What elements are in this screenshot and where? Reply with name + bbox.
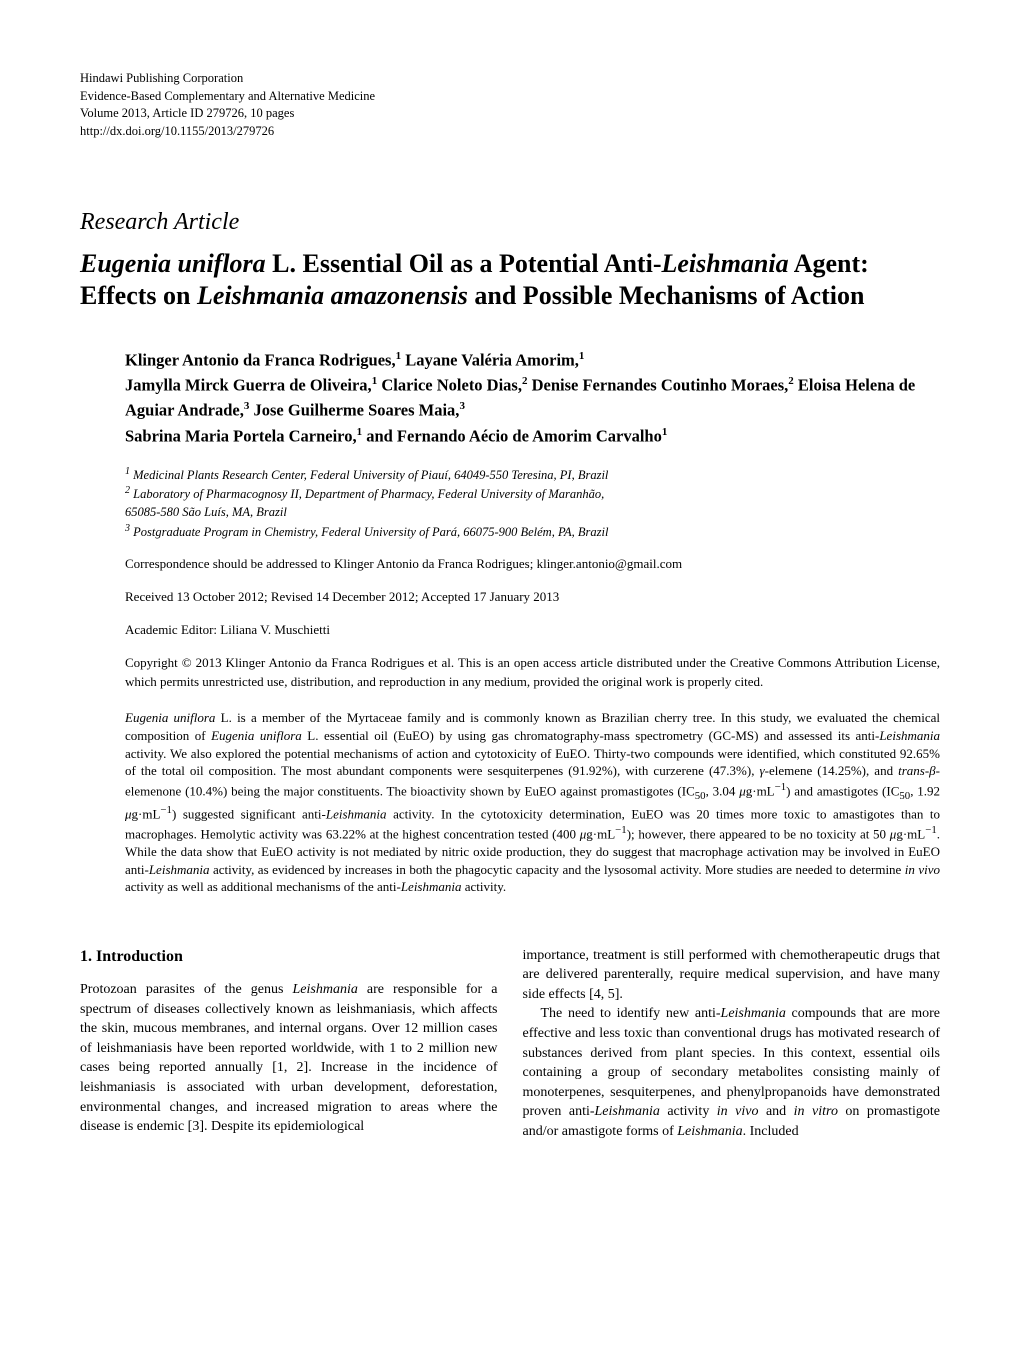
article-dates: Received 13 October 2012; Revised 14 Dec… bbox=[125, 588, 940, 607]
correspondence: Correspondence should be addressed to Kl… bbox=[125, 555, 940, 574]
abstract-text: , 1.92 bbox=[910, 783, 940, 798]
body-paragraph: Protozoan parasites of the genus Leishma… bbox=[80, 980, 498, 1137]
title-species1: Eugenia uniflora bbox=[80, 249, 266, 278]
title-species3: Leishmania amazonensis bbox=[197, 281, 468, 310]
right-column: importance, treatment is still performed… bbox=[523, 946, 941, 1142]
left-column: 1. Introduction Protozoan parasites of t… bbox=[80, 946, 498, 1142]
abstract-text: activity. bbox=[461, 879, 506, 894]
body-two-column: 1. Introduction Protozoan parasites of t… bbox=[80, 946, 940, 1142]
affil-text: Postgraduate Program in Chemistry, Feder… bbox=[130, 525, 608, 539]
body-text: Protozoan parasites of the genus bbox=[80, 982, 293, 997]
abstract-text: activity, as evidenced by increases in b… bbox=[210, 862, 905, 877]
abstract: Eugenia uniflora L. is a member of the M… bbox=[125, 709, 940, 895]
body-species: Leishmania bbox=[293, 982, 358, 997]
body-species: Leishmania bbox=[677, 1124, 742, 1139]
author-name: Jose Guilherme Soares Maia, bbox=[249, 401, 459, 420]
abstract-species: Leishmania bbox=[326, 807, 387, 822]
volume-info: Volume 2013, Article ID 279726, 10 pages bbox=[80, 105, 940, 123]
body-latin: in vitro bbox=[794, 1104, 838, 1119]
author-affil-sup: 1 bbox=[662, 426, 668, 438]
abstract-species: Leishmania bbox=[149, 862, 210, 877]
abstract-text: ); however, there appeared to be no toxi… bbox=[627, 826, 890, 841]
journal-name: Evidence-Based Complementary and Alterna… bbox=[80, 88, 940, 106]
abstract-sub: 50 bbox=[695, 790, 706, 802]
publisher-name: Hindawi Publishing Corporation bbox=[80, 70, 940, 88]
author-name: Sabrina Maria Portela Carneiro, bbox=[125, 426, 357, 445]
body-latin: in vivo bbox=[717, 1104, 759, 1119]
abstract-chem: trans-β bbox=[898, 763, 936, 778]
section-heading: 1. Introduction bbox=[80, 946, 498, 968]
body-text: The need to identify new anti- bbox=[541, 1006, 721, 1021]
author-name: Layane Valéria Amorim, bbox=[401, 350, 579, 369]
article-title: Eugenia uniflora L. Essential Oil as a P… bbox=[80, 248, 940, 313]
body-text: . Included bbox=[743, 1124, 799, 1139]
abstract-text: g·mL bbox=[896, 826, 925, 841]
affil-text: Medicinal Plants Research Center, Federa… bbox=[130, 468, 608, 482]
abstract-text: ) and amastigotes (IC bbox=[786, 783, 899, 798]
abstract-sup: −1 bbox=[925, 824, 937, 836]
abstract-text: L. essential oil (EuEO) by using gas chr… bbox=[302, 728, 880, 743]
abstract-text: g·mL bbox=[132, 807, 161, 822]
author-name: Clarice Noleto Dias, bbox=[377, 376, 522, 395]
body-text: compounds that are more effective and le… bbox=[523, 1006, 941, 1119]
abstract-sub: 50 bbox=[899, 790, 910, 802]
author-affil-sup: 3 bbox=[459, 400, 465, 412]
abstract-text: ) suggested significant anti- bbox=[172, 807, 326, 822]
copyright-notice: Copyright © 2013 Klinger Antonio da Fran… bbox=[125, 654, 940, 692]
abstract-species: Eugenia uniflora bbox=[211, 728, 302, 743]
body-paragraph: The need to identify new anti-Leishmania… bbox=[523, 1004, 941, 1141]
abstract-sup: −1 bbox=[775, 781, 787, 793]
abstract-sup: −1 bbox=[160, 804, 172, 816]
abstract-text: , 3.04 bbox=[706, 783, 740, 798]
author-name: Jamylla Mirck Guerra de Oliveira, bbox=[125, 376, 372, 395]
author-affil-sup: 1 bbox=[579, 350, 585, 362]
body-text: activity bbox=[660, 1104, 717, 1119]
abstract-text: g·mL bbox=[586, 826, 615, 841]
body-paragraph: importance, treatment is still performed… bbox=[523, 946, 941, 1005]
abstract-latin: in vivo bbox=[905, 862, 940, 877]
abstract-text: activity as well as additional mechanism… bbox=[125, 879, 401, 894]
author-name: Klinger Antonio da Franca Rodrigues, bbox=[125, 350, 396, 369]
title-species2: Leishmania bbox=[661, 249, 788, 278]
affil-text: 65085-580 São Luís, MA, Brazil bbox=[125, 505, 287, 519]
journal-header: Hindawi Publishing Corporation Evidence-… bbox=[80, 70, 940, 140]
affiliations-block: 1 Medicinal Plants Research Center, Fede… bbox=[125, 465, 940, 541]
academic-editor: Academic Editor: Liliana V. Muschietti bbox=[125, 621, 940, 640]
author-name: Denise Fernandes Coutinho Moraes, bbox=[527, 376, 788, 395]
authors-block: Klinger Antonio da Franca Rodrigues, 1 La… bbox=[125, 348, 940, 449]
body-species: Leishmania bbox=[595, 1104, 660, 1119]
article-type: Research Article bbox=[80, 205, 940, 240]
title-text3: and Possible Mechanisms of Action bbox=[468, 281, 865, 310]
abstract-species: Leishmania bbox=[879, 728, 940, 743]
abstract-species: Eugenia uniflora bbox=[125, 710, 215, 725]
affil-text: Laboratory of Pharmacognosy II, Departme… bbox=[130, 488, 604, 502]
author-name: and Fernando Aécio de Amorim Carvalho bbox=[362, 426, 662, 445]
body-text: and bbox=[758, 1104, 793, 1119]
body-text: are responsible for a spectrum of diseas… bbox=[80, 982, 498, 1134]
abstract-text: -elemene (14.25%), and bbox=[765, 763, 899, 778]
abstract-species: Leishmania bbox=[401, 879, 462, 894]
abstract-text: g·mL bbox=[746, 783, 775, 798]
body-species: Leishmania bbox=[721, 1006, 786, 1021]
abstract-sup: −1 bbox=[615, 824, 627, 836]
doi-link: http://dx.doi.org/10.1155/2013/279726 bbox=[80, 123, 940, 141]
title-text1: L. Essential Oil as a Potential Anti- bbox=[266, 249, 662, 278]
